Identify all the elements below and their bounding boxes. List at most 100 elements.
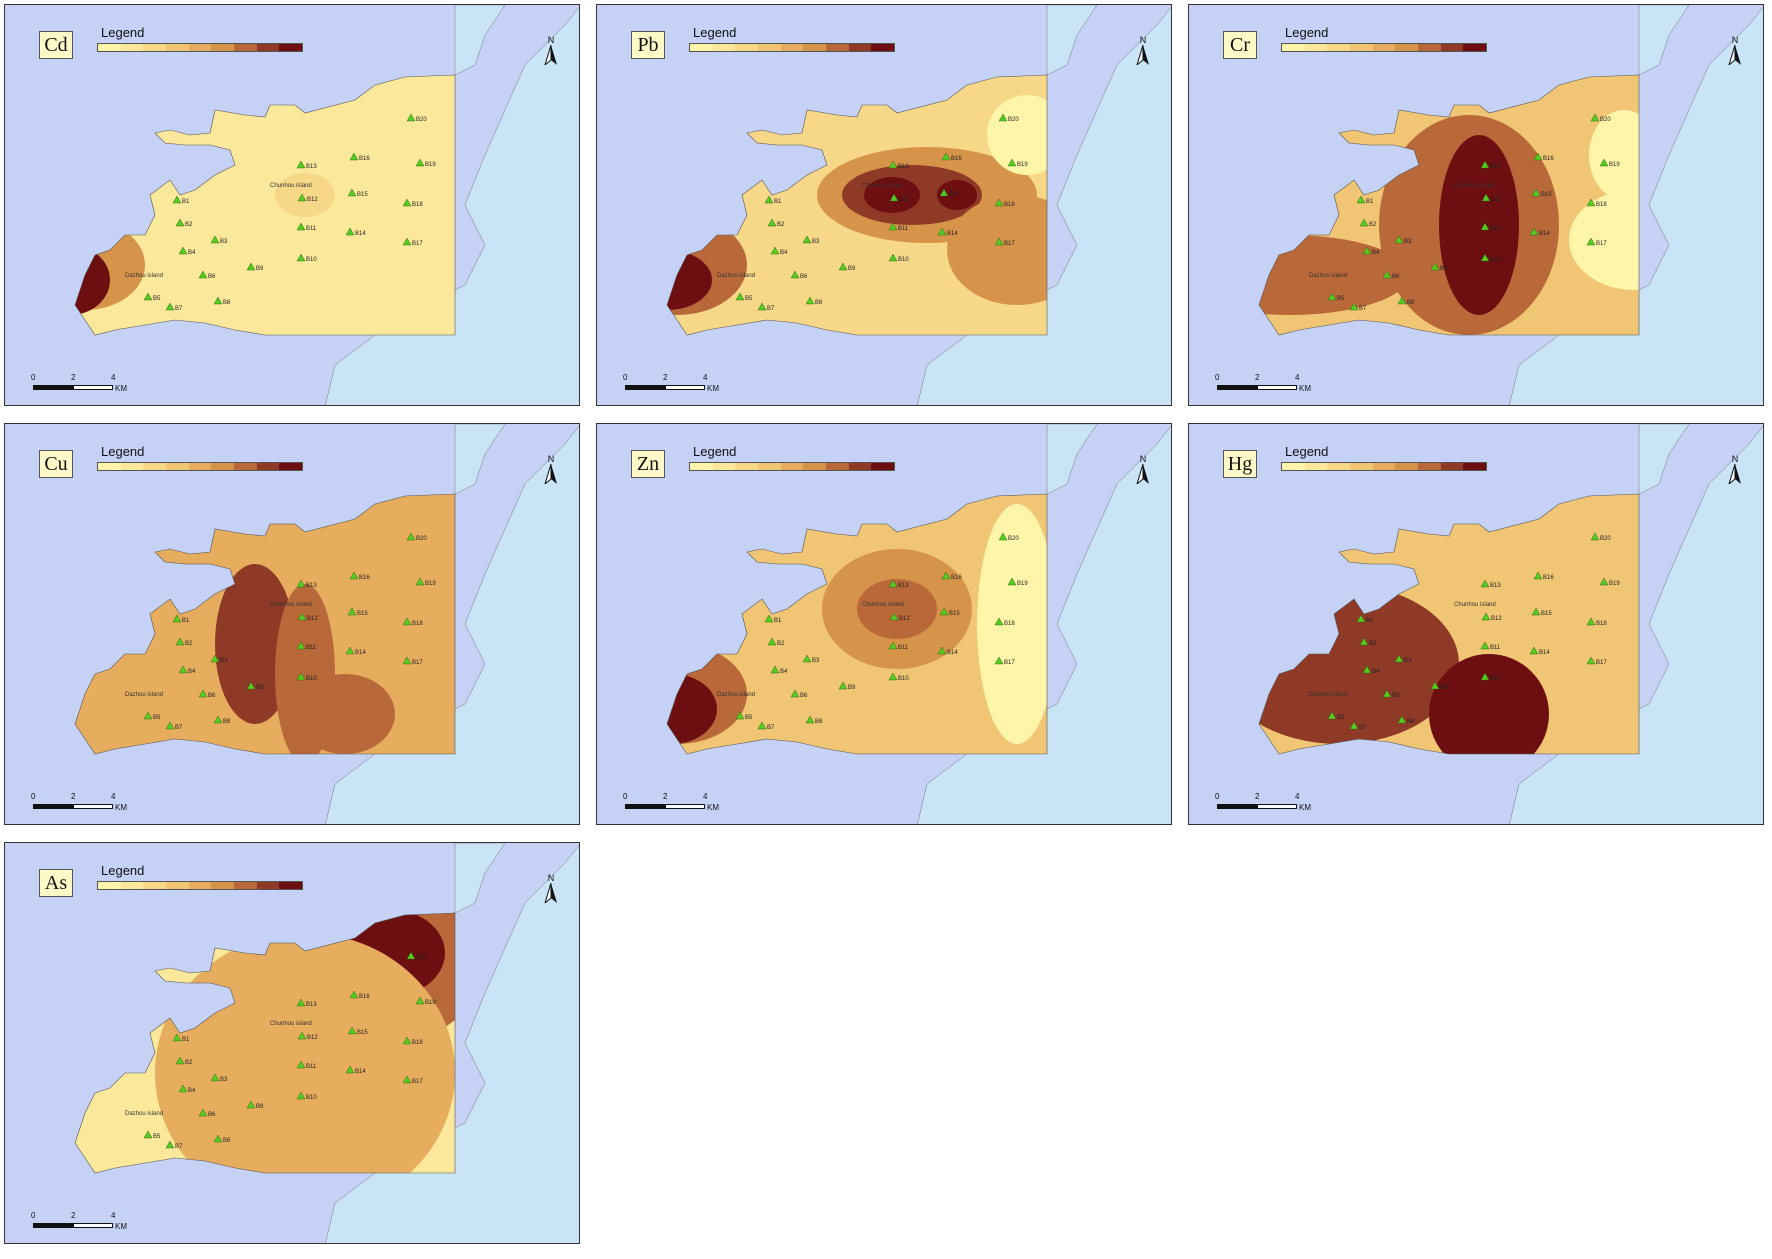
legend-swatch (98, 882, 121, 889)
sampling-site-label: B5 (153, 296, 161, 302)
sampling-site-marker (770, 665, 780, 674)
sampling-site-label: B12 (1491, 197, 1502, 203)
north-arrow: N (1727, 454, 1743, 489)
legend-swatch (166, 882, 189, 889)
scale-bar: 0 2 4 KM (1215, 792, 1327, 814)
sampling-site-marker (1480, 579, 1490, 588)
scale-bar: 0 2 4 KM (31, 1211, 143, 1233)
legend-swatch (735, 463, 759, 470)
sampling-site-marker (790, 689, 800, 698)
element-label: Cd (39, 31, 73, 59)
element-label: Zn (631, 450, 665, 478)
north-arrow-icon (544, 44, 557, 67)
sampling-site-marker (1586, 656, 1596, 665)
sampling-site-marker (165, 302, 175, 311)
sampling-site-label: B10 (306, 257, 317, 263)
scale-segment (625, 385, 665, 390)
sampling-site-label: B16 (951, 575, 962, 581)
sampling-site-label: B1 (182, 199, 190, 205)
scale-unit-label: KM (115, 1222, 127, 1231)
sampling-site-marker (1480, 160, 1490, 169)
mainland-north (454, 5, 506, 76)
sampling-site-label: B14 (947, 231, 958, 237)
legend-swatch (826, 44, 849, 51)
sampling-site-marker (402, 237, 412, 246)
sampling-site-marker (994, 237, 1004, 246)
legend-swatch (803, 463, 827, 470)
legend-swatch (1350, 44, 1373, 51)
concentration-zone (295, 674, 395, 754)
sampling-site-label: B11 (306, 226, 317, 232)
sampling-site-label: B6 (208, 1112, 216, 1118)
sampling-site-label: B18 (1596, 621, 1607, 627)
sampling-site-label: B4 (188, 1088, 196, 1094)
sampling-site-label: B7 (1359, 725, 1367, 731)
sampling-site-marker (1481, 193, 1491, 202)
sampling-site-marker (402, 656, 412, 665)
legend-swatch (690, 44, 713, 51)
sampling-site-label: B9 (256, 685, 264, 691)
sampling-site-label: B16 (1543, 156, 1554, 162)
sampling-site-label: B13 (306, 583, 317, 589)
sampling-site-marker (345, 646, 355, 655)
sampling-site-label: B13 (306, 1002, 317, 1008)
sampling-site-label: B8 (1407, 300, 1415, 306)
sampling-site-marker (757, 721, 767, 730)
sampling-site-marker (210, 235, 220, 244)
sampling-site-label: B7 (175, 306, 183, 312)
sampling-site-label: B20 (1008, 117, 1019, 123)
scale-bar: 0 2 4 KM (31, 373, 143, 395)
scale-segment (665, 385, 705, 390)
legend-swatch (826, 463, 849, 470)
sampling-site-label: B3 (1404, 658, 1412, 664)
sampling-site-label: B14 (355, 650, 366, 656)
sampling-site-label: B1 (774, 618, 782, 624)
sampling-site-label: B9 (256, 266, 264, 272)
sampling-site-marker (296, 160, 306, 169)
sampling-site-marker (349, 152, 359, 161)
sampling-site-label: B6 (208, 274, 216, 280)
legend-swatch (735, 44, 759, 51)
island-label: Chunhou island (270, 602, 312, 608)
legend-swatch (143, 44, 167, 51)
scale-segment (625, 804, 665, 809)
legend-swatch (1395, 463, 1419, 470)
north-arrow: N (1727, 35, 1743, 70)
island-label: Chunhou island (270, 183, 312, 189)
sampling-site-label: B19 (425, 162, 436, 168)
sampling-site-marker (1007, 577, 1017, 586)
concentration-zone (977, 504, 1047, 744)
sampling-site-marker (143, 1130, 153, 1139)
legend-swatch (803, 44, 827, 51)
sampling-site-label: B2 (185, 641, 193, 647)
sampling-site-label: B15 (1541, 611, 1552, 617)
legend-title: Legend (1285, 25, 1329, 40)
sampling-site-label: B15 (949, 611, 960, 617)
sampling-site-marker (1349, 302, 1359, 311)
map-panel-as: B1 B2 B3 B4 B5 B6 B7 B8 B9 B10 B11 B12 B13 B14 B15 B16 B… (4, 842, 580, 1244)
sampling-site-marker (178, 1084, 188, 1093)
sampling-site-label: B6 (1392, 693, 1400, 699)
sampling-site-label: B13 (898, 583, 909, 589)
legend-swatch (234, 882, 257, 889)
sampling-site-marker (735, 292, 745, 301)
sampling-site-marker (246, 681, 256, 690)
sampling-site-label: B3 (220, 658, 228, 664)
scale-segment (73, 804, 113, 809)
sampling-site-marker (213, 296, 223, 305)
sampling-site-marker (178, 246, 188, 255)
sampling-site-marker (998, 113, 1008, 122)
sampling-site-marker (888, 641, 898, 650)
legend-swatch (1463, 44, 1487, 51)
scale-segment (33, 385, 73, 390)
island-label: Chunhou island (1454, 602, 1496, 608)
legend-swatch (279, 882, 303, 889)
legend-swatch (234, 463, 257, 470)
sampling-site-marker (296, 998, 306, 1007)
sampling-site-marker (172, 195, 182, 204)
sampling-site-label: B14 (355, 1069, 366, 1075)
sampling-site-label: B14 (1539, 650, 1550, 656)
sampling-site-marker (941, 571, 951, 580)
sampling-site-label: B1 (182, 618, 190, 624)
scale-segment (33, 804, 73, 809)
